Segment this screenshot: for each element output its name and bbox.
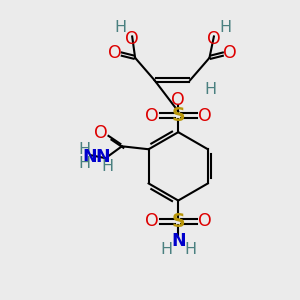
Text: O: O [223, 44, 236, 62]
Text: H: H [184, 242, 196, 257]
Text: H: H [220, 20, 232, 35]
Text: O: O [171, 91, 185, 109]
Text: O: O [108, 44, 122, 62]
Text: H: H [102, 159, 114, 174]
Text: O: O [125, 30, 139, 48]
Text: N: N [95, 148, 110, 166]
Text: H: H [78, 156, 90, 171]
Text: N: N [171, 232, 185, 250]
Text: H: H [160, 242, 172, 257]
Text: S: S [172, 212, 185, 231]
Text: O: O [145, 212, 158, 230]
Text: O: O [198, 107, 212, 125]
Text: S: S [172, 106, 185, 125]
Text: O: O [145, 107, 158, 125]
Text: O: O [198, 212, 212, 230]
Text: H: H [78, 142, 90, 158]
Text: O: O [207, 30, 221, 48]
Text: N: N [82, 148, 97, 166]
Text: H: H [114, 20, 126, 35]
Text: O: O [94, 124, 108, 142]
Text: H: H [205, 82, 217, 97]
